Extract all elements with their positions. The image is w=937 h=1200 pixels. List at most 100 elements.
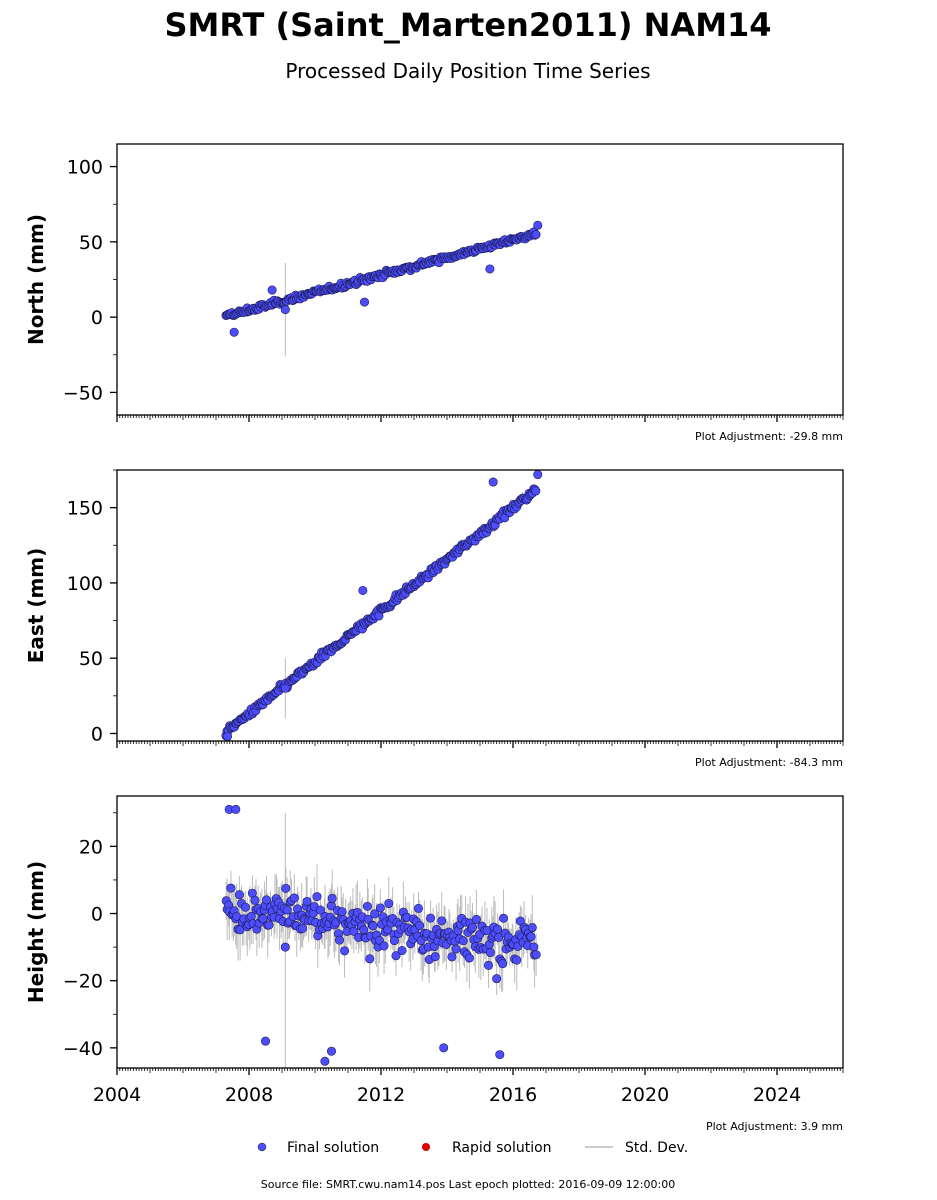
plot-frame [116,469,844,742]
data-point [340,946,350,956]
data-point [281,883,291,893]
panel-2: 0 50 100 150 East (mm) Plot Adjustment: -84.3… [24,469,844,769]
x-tick-label: 2008 [225,1084,273,1106]
data-point [533,470,543,480]
data-point [298,923,308,933]
data-point [488,477,498,487]
data-point [362,901,372,911]
data-point [282,905,292,915]
data-point [415,921,425,931]
data-point [315,905,325,915]
data-point [437,916,447,926]
data-point [397,946,407,956]
data-point [430,952,440,962]
legend-rapid-marker [422,1143,430,1151]
x-ticks [116,741,844,748]
data-point [260,1036,270,1046]
data-point [280,305,290,315]
data-point [229,327,239,337]
data-point [485,264,495,274]
y-tick-label: 100 [67,573,103,595]
data-point [533,220,543,230]
data-point [365,954,375,964]
y-axis-label: East (mm) [24,548,48,664]
data-point [326,1046,336,1056]
data-point [391,951,401,961]
chart-subtitle: Processed Daily Position Time Series [285,59,650,83]
data-point [426,913,436,923]
legend-rapid-label: Rapid solution [452,1140,552,1156]
data-point [258,914,268,924]
data-point [349,926,359,936]
data-point [499,913,509,923]
data-point [226,883,236,893]
data-point [280,942,290,952]
y-axis-label: Height (mm) [24,861,48,1003]
data-point [358,585,368,595]
chart-title: SMRT (Saint_Marten2011) NAM14 [164,6,771,44]
data-point [267,285,277,295]
data-point [262,895,272,905]
data-point [458,936,468,946]
data-point [337,907,347,917]
data-point [234,890,244,900]
y-tick-label: 50 [79,648,103,670]
data-point [485,948,495,958]
x-ticks [116,415,844,422]
legend-std-label: Std. Dev. [625,1140,688,1156]
data-point [529,942,539,952]
plot-adjustment: Plot Adjustment: -84.3 mm [695,756,843,769]
data-point [493,924,503,934]
plot-frame [116,143,844,416]
data-point [439,1043,449,1053]
data-point [483,960,493,970]
data-point [280,683,290,693]
data-point [240,902,250,912]
data-points [221,804,541,1066]
y-tick-label: 150 [67,498,103,520]
x-tick-label: 2012 [357,1084,405,1106]
legend-final-marker [257,1142,267,1152]
y-ticks [110,469,117,735]
legend-final-label: Final solution [287,1140,379,1156]
data-point [379,941,389,951]
plot-adjustment: Plot Adjustment: 3.9 mm [706,1120,843,1133]
series-final-solution [221,470,543,741]
footer-source: Source file: SMRT.cwu.nam14.pos Last epo… [261,1178,675,1191]
panels: −50 0 50 100 North (mm) Plot Adjustment: -29.… [24,143,844,1133]
y-tick-label: −40 [63,1038,103,1060]
x-tick-label: 2024 [753,1084,801,1106]
data-point [389,936,399,946]
data-point [289,893,299,903]
y-tick-label: 0 [91,307,103,329]
data-point [492,974,502,984]
x-ticks [116,1068,844,1075]
y-ticks [110,812,117,1049]
data-point [264,920,274,930]
data-point [413,903,423,913]
data-point [302,896,312,906]
data-point [526,932,536,942]
data-point [531,230,541,240]
data-points [221,470,543,741]
y-tick-label: −50 [63,382,103,404]
data-point [512,955,522,965]
data-point [320,1056,330,1066]
data-point [334,935,344,945]
plot-adjustment: Plot Adjustment: -29.8 mm [695,430,843,443]
y-tick-label: 50 [79,232,103,254]
data-point [464,953,474,963]
data-point [312,892,322,902]
data-point [471,914,481,924]
y-tick-label: −20 [63,971,103,993]
x-tick-label: 2016 [489,1084,537,1106]
y-axis-label: North (mm) [24,214,48,345]
legend: Final solution Rapid solution Std. Dev. [257,1140,688,1156]
y-tick-label: 0 [91,723,103,745]
panel-3: 2004 2008 2012 2016 2020 2024 −40 −20 0 20 Height … [24,795,844,1133]
x-tick-label: 2020 [621,1084,669,1106]
series-final-solution [221,220,543,357]
data-point [451,944,461,954]
y-tick-label: 20 [79,836,103,858]
